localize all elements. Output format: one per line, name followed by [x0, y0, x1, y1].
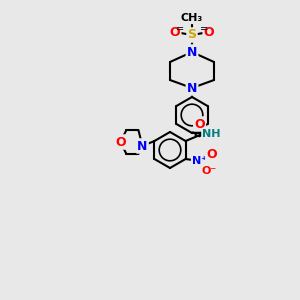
Text: O: O: [206, 148, 217, 161]
Text: =: =: [176, 24, 184, 34]
Text: NH: NH: [202, 129, 221, 139]
Text: CH₃: CH₃: [181, 13, 203, 23]
Text: N⁺: N⁺: [192, 156, 207, 166]
Text: S: S: [188, 28, 196, 41]
Text: N: N: [187, 46, 197, 59]
Text: O⁻: O⁻: [202, 166, 217, 176]
Text: O: O: [194, 118, 205, 130]
Text: O: O: [204, 26, 214, 38]
Text: N: N: [137, 140, 148, 152]
Text: N: N: [187, 82, 197, 94]
Text: O: O: [170, 26, 180, 38]
Text: O: O: [115, 136, 126, 148]
Text: =: =: [200, 24, 208, 34]
